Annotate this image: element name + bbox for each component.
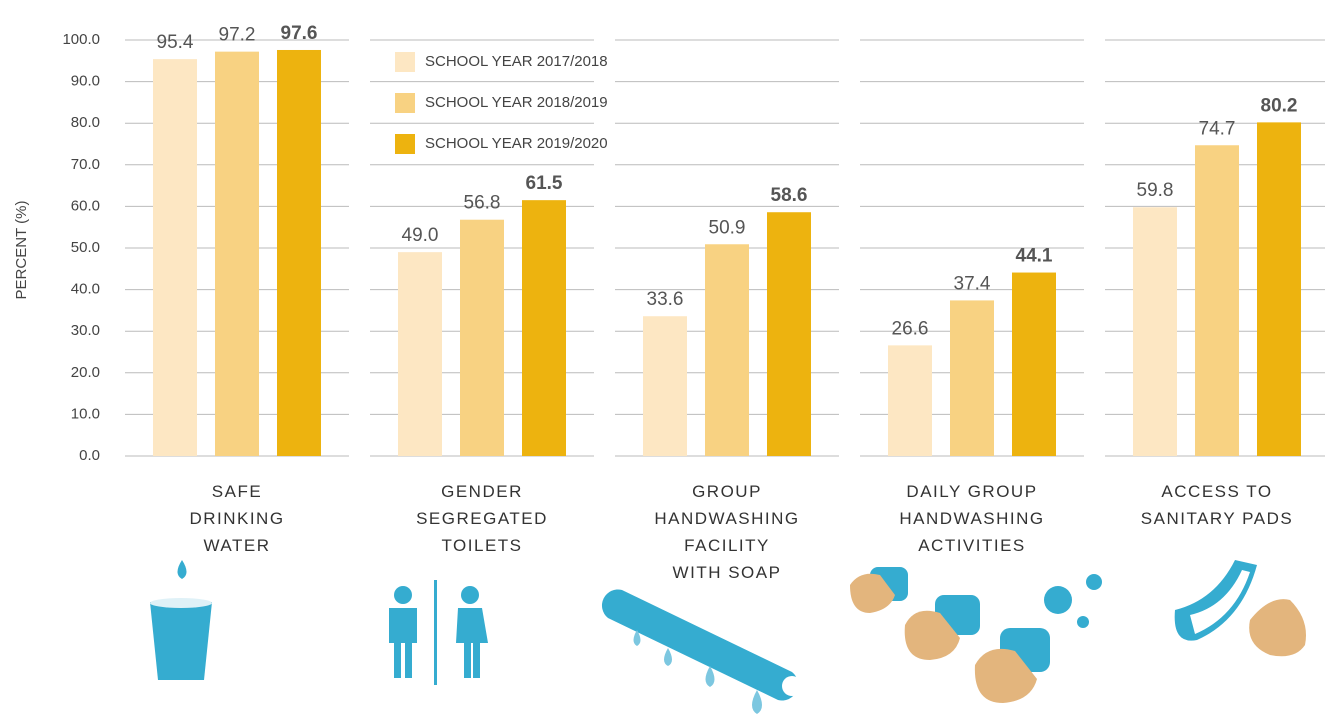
hand-icon xyxy=(974,648,1037,703)
value-label: 56.8 xyxy=(464,193,501,214)
bar xyxy=(705,244,749,456)
bar xyxy=(1257,122,1301,457)
cup-icon xyxy=(150,602,212,680)
bar xyxy=(398,252,442,456)
value-label: 44.1 xyxy=(1016,246,1053,267)
bar xyxy=(1133,207,1177,456)
legend-label: SCHOOL YEAR 2018/2019 xyxy=(425,94,608,111)
x-tick-label: SAFE DRINKING WATER xyxy=(189,482,284,555)
pad-inner xyxy=(1190,570,1250,634)
hand-icon xyxy=(850,573,895,613)
bar xyxy=(643,316,687,456)
legend-swatch xyxy=(395,52,415,72)
y-tick-label: 50.0 xyxy=(71,239,100,256)
value-label: 49.0 xyxy=(402,225,439,246)
y-tick-label: 10.0 xyxy=(71,405,100,422)
value-label: 97.2 xyxy=(219,25,256,46)
bar xyxy=(950,300,994,456)
bar xyxy=(1012,272,1056,456)
x-tick-label: GENDER SEGREGATED TOILETS xyxy=(416,482,548,555)
y-tick-label: 20.0 xyxy=(71,364,100,381)
bar xyxy=(153,59,197,457)
value-label: 97.6 xyxy=(281,23,318,44)
value-label: 74.7 xyxy=(1199,118,1236,139)
value-label: 58.6 xyxy=(771,185,808,206)
legend-swatch xyxy=(395,93,415,113)
drop-icon xyxy=(177,560,187,579)
bar xyxy=(767,212,811,456)
hand-icon xyxy=(904,610,960,660)
person-icon xyxy=(456,608,488,678)
y-tick-label: 90.0 xyxy=(71,73,100,90)
cup-top xyxy=(150,598,212,608)
legend-label: SCHOOL YEAR 2019/2020 xyxy=(425,135,608,152)
bubble xyxy=(1077,616,1089,628)
y-axis-label: PERCENT (%) xyxy=(13,201,30,300)
bar xyxy=(522,200,566,456)
value-label: 95.4 xyxy=(157,32,194,53)
x-tick-label: GROUP HANDWASHING FACILITY WITH SOAP xyxy=(654,482,799,582)
pipe-end xyxy=(782,676,802,696)
legend-swatch xyxy=(395,134,415,154)
x-tick-label: DAILY GROUP HANDWASHING ACTIVITIES xyxy=(899,482,1044,555)
y-tick-label: 0.0 xyxy=(79,447,100,464)
y-tick-label: 100.0 xyxy=(62,31,100,48)
bar xyxy=(460,219,504,456)
hands xyxy=(850,573,1306,703)
value-label: 50.9 xyxy=(709,217,746,238)
value-label: 37.4 xyxy=(954,273,991,294)
pipe-icon xyxy=(601,589,799,701)
bubble xyxy=(1044,586,1072,614)
person-icon xyxy=(394,586,412,604)
bar xyxy=(1195,145,1239,457)
value-label: 33.6 xyxy=(647,289,684,310)
bar xyxy=(215,51,259,456)
hand-icon xyxy=(1249,599,1306,657)
value-label: 61.5 xyxy=(526,173,563,194)
bar xyxy=(888,345,932,456)
divider xyxy=(434,580,437,685)
y-tick-label: 60.0 xyxy=(71,197,100,214)
y-tick-label: 80.0 xyxy=(71,114,100,131)
bar xyxy=(277,49,321,456)
bubble xyxy=(1086,574,1102,590)
y-tick-label: 40.0 xyxy=(71,281,100,298)
icons xyxy=(150,560,1257,714)
person-icon xyxy=(389,608,417,678)
value-label: 80.2 xyxy=(1261,95,1298,116)
y-tick-label: 30.0 xyxy=(71,322,100,339)
legend-label: SCHOOL YEAR 2017/2018 xyxy=(425,53,608,70)
y-tick-label: 70.0 xyxy=(71,156,100,173)
value-label: 59.8 xyxy=(1137,180,1174,201)
person-icon xyxy=(461,586,479,604)
x-tick-label: ACCESS TO SANITARY PADS xyxy=(1141,482,1293,528)
value-label: 26.6 xyxy=(892,318,929,339)
